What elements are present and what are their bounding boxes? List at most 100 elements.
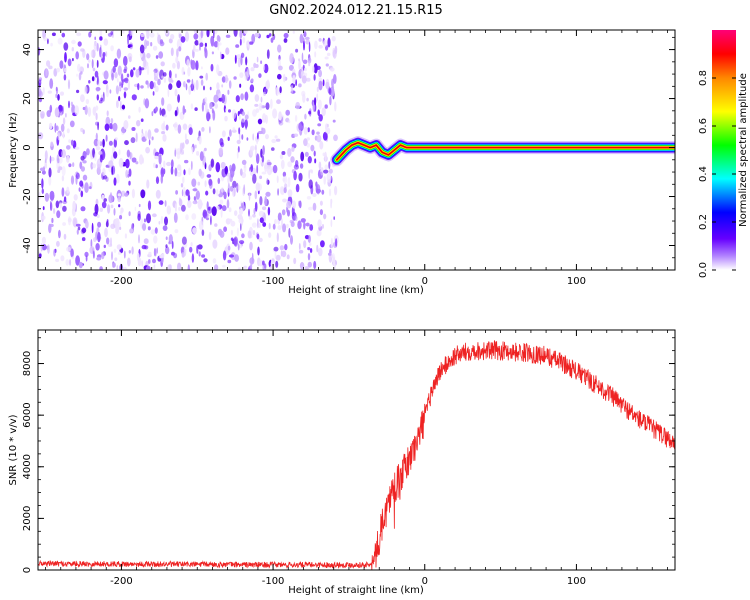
heatmap-noise-cell (128, 168, 132, 177)
heatmap-noise-cell (53, 248, 56, 257)
heatmap-noise-cell (61, 175, 65, 182)
heatmap-noise-cell (292, 30, 295, 34)
heatmap-noise-cell (50, 200, 52, 211)
heatmap-noise-cell (192, 188, 198, 192)
heatmap-noise-cell (241, 202, 243, 209)
heatmap-noise-cell (115, 85, 119, 95)
heatmap-noise-cell (141, 128, 144, 134)
heatmap-noise-cell (191, 213, 197, 220)
heatmap-noise-cell (307, 57, 312, 64)
heatmap-noise-cell (259, 175, 263, 180)
heatmap-noise-cell (226, 172, 231, 177)
heatmap-noise-cell (163, 168, 166, 175)
heatmap-noise-cell (295, 160, 299, 168)
heatmap-noise-cell (181, 189, 184, 197)
heatmap-noise-cell (170, 34, 175, 40)
heatmap-noise-cell (332, 256, 336, 267)
heatmap-noise-cell (150, 42, 153, 47)
heatmap-noise-cell (239, 38, 242, 46)
heatmap-noise-cell (38, 253, 42, 258)
heatmap-noise-cell (158, 51, 164, 59)
heatmap-noise-cell (56, 240, 60, 247)
heatmap-noise-cell (290, 84, 294, 94)
heatmap-noise-cell (298, 83, 302, 88)
heatmap-noise-cell (277, 73, 282, 80)
heatmap-noise-cell (228, 207, 232, 213)
heatmap-noise-cell (277, 225, 282, 231)
heatmap-noise-cell (180, 36, 186, 43)
heatmap-noise-cell (267, 206, 271, 216)
heatmap-noise-cell (103, 198, 107, 202)
heatmap-noise-cell (262, 145, 265, 156)
heatmap-noise-cell (222, 250, 227, 261)
heatmap-noise-cell (177, 124, 182, 134)
heatmap-noise-cell (295, 183, 300, 193)
heatmap-noise-cell (135, 161, 139, 165)
heatmap-noise-cell (277, 44, 282, 53)
heatmap-noise-cell (275, 86, 280, 97)
heatmap-noise-cell (309, 224, 314, 231)
heatmap-noise-cell (239, 72, 244, 78)
heatmap-noise-cell (245, 56, 248, 66)
heatmap-noise-cell (251, 222, 257, 228)
heatmap-noise-cell (69, 120, 75, 128)
heatmap-noise-cell (68, 139, 71, 143)
heatmap-noise-cell (162, 134, 167, 142)
heatmap-noise-cell (206, 30, 210, 38)
heatmap-noise-cell (130, 69, 134, 78)
heatmap-noise-cell (158, 200, 164, 205)
heatmap-noise-cell (113, 58, 119, 68)
heatmap-noise-cell (158, 221, 161, 225)
heatmap-noise-cell (225, 47, 230, 55)
heatmap-noise-cell (235, 44, 240, 48)
heatmap-noise-cell (90, 239, 93, 249)
heatmap-noise-cell (128, 180, 131, 186)
heatmap-noise-cell (215, 162, 221, 173)
heatmap-noise-cell (226, 199, 230, 209)
heatmap-noise-cell (67, 79, 71, 90)
heatmap-noise-cell (304, 36, 310, 41)
heatmap-noise-cell (236, 227, 239, 237)
heatmap-noise-cell (104, 123, 110, 131)
heatmap-noise-cell (212, 188, 216, 195)
colorbar-tick-label: 0.2 (698, 214, 709, 230)
heatmap-noise-cell (308, 169, 311, 180)
heatmap-noise-cell (97, 75, 99, 85)
heatmap-noise-cell (265, 191, 271, 197)
heatmap-noise-cell (281, 151, 286, 155)
heatmap-noise-cell (265, 80, 271, 90)
heatmap-noise-cell (335, 238, 338, 247)
heatmap-noise-cell (242, 201, 245, 207)
heatmap-noise-cell (188, 85, 192, 95)
heatmap-noise-cell (211, 42, 214, 47)
heatmap-noise-cell (88, 186, 92, 190)
heatmap-noise-cell (80, 94, 85, 103)
x-tick-label: 0 (422, 576, 428, 587)
heatmap-noise-cell (258, 222, 261, 228)
heatmap-noise-cell (220, 208, 223, 218)
y-tick-label: -20 (22, 188, 33, 204)
heatmap-noise-cell (331, 237, 333, 249)
heatmap-noise-cell (256, 233, 260, 240)
heatmap-noise-cell (56, 67, 60, 73)
heatmap-noise-cell (121, 104, 126, 110)
heatmap-noise-cell (321, 107, 326, 116)
heatmap-noise-cell (148, 251, 152, 256)
heatmap-noise-cell (38, 191, 41, 200)
heatmap-noise-cell (109, 123, 113, 129)
heatmap-noise-cell (48, 122, 53, 130)
heatmap-noise-cell (248, 193, 251, 201)
heatmap-noise-cell (313, 260, 317, 270)
heatmap-noise-cell (114, 257, 118, 262)
heatmap-noise-cell (217, 36, 221, 42)
heatmap-noise-cell (177, 262, 182, 270)
heatmap-noise-cell (116, 173, 120, 184)
heatmap-noise-cell (217, 71, 223, 77)
heatmap-noise-cell (116, 78, 119, 83)
colorbar-tick-label: 0.6 (698, 118, 709, 134)
heatmap-noise-cell (46, 60, 51, 67)
heatmap-noise-cell (229, 185, 234, 192)
x-tick-label: -200 (110, 276, 133, 287)
heatmap-noise-cell (86, 148, 90, 156)
heatmap-noise-cell (165, 244, 168, 249)
